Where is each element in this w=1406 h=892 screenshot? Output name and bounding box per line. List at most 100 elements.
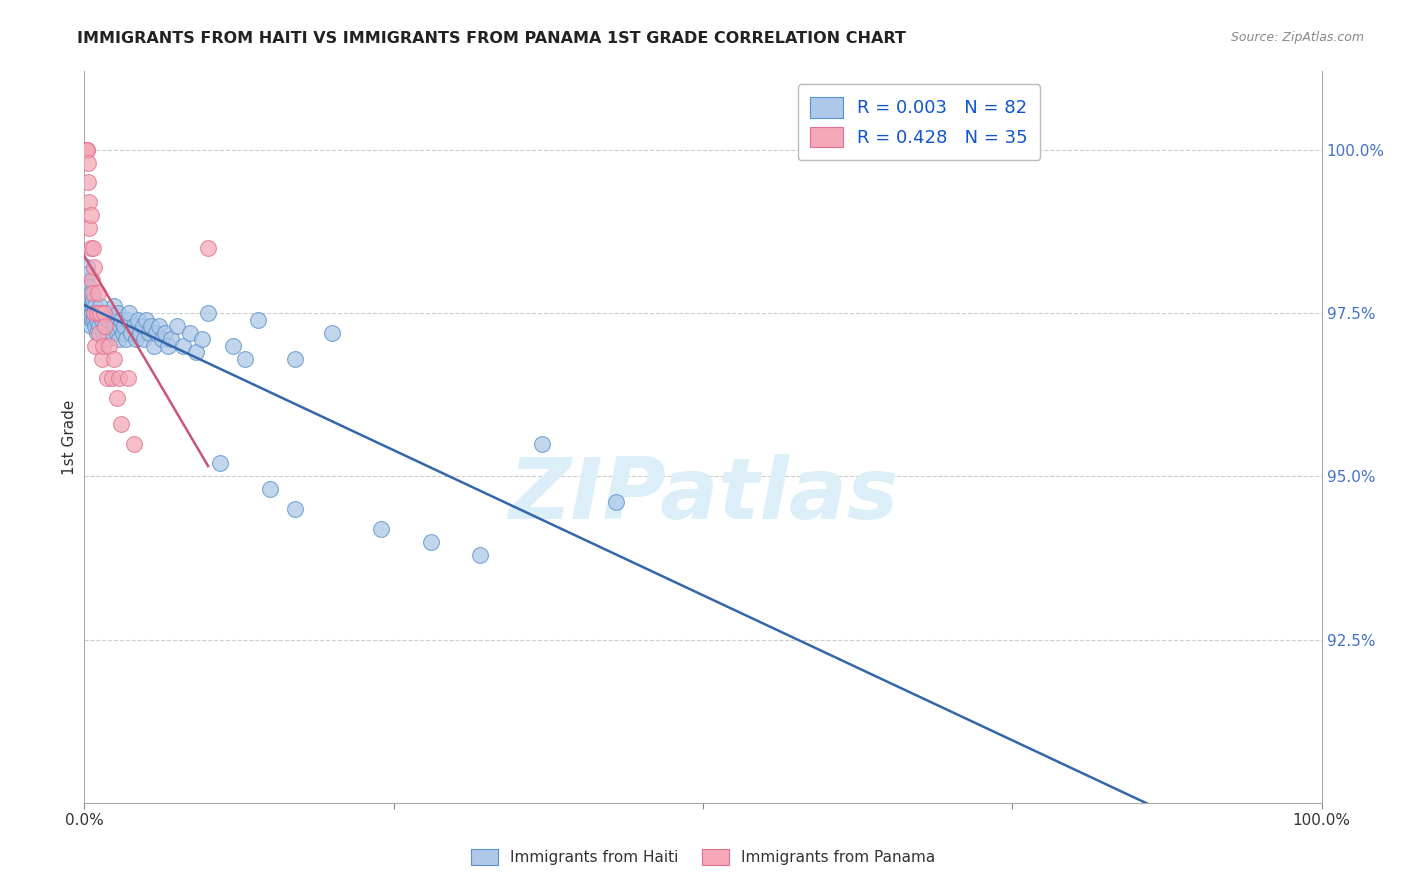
Point — [148, 319, 170, 334]
Point — [79, 286, 101, 301]
Point — [82, 286, 104, 301]
Point — [91, 338, 114, 352]
Point — [76, 143, 98, 157]
Point — [75, 143, 97, 157]
Point — [80, 306, 103, 320]
Point — [77, 267, 100, 281]
Point — [83, 312, 105, 326]
Point — [118, 306, 141, 320]
Point — [135, 312, 157, 326]
Point — [125, 332, 148, 346]
Point — [79, 194, 101, 209]
Point — [321, 326, 343, 340]
Point — [96, 332, 118, 346]
Point — [105, 391, 128, 405]
Point — [122, 436, 145, 450]
Point — [82, 293, 104, 307]
Point — [531, 436, 554, 450]
Point — [97, 312, 120, 326]
Point — [108, 332, 131, 346]
Point — [77, 175, 100, 189]
Point — [222, 338, 245, 352]
Point — [86, 312, 108, 326]
Point — [105, 326, 128, 340]
Point — [79, 300, 101, 314]
Point — [110, 312, 132, 326]
Point — [107, 306, 129, 320]
Point — [370, 521, 392, 535]
Point — [142, 338, 165, 352]
Point — [284, 351, 307, 366]
Point — [79, 241, 101, 255]
Point — [179, 326, 201, 340]
Point — [79, 319, 101, 334]
Point — [86, 306, 108, 320]
Point — [93, 306, 115, 320]
Point — [108, 371, 131, 385]
Point — [84, 319, 107, 334]
Point — [191, 332, 214, 346]
Legend: R = 0.003   N = 82, R = 0.428   N = 35: R = 0.003 N = 82, R = 0.428 N = 35 — [797, 84, 1040, 160]
Point — [77, 155, 100, 169]
Point — [172, 338, 194, 352]
Point — [127, 312, 149, 326]
Point — [79, 280, 101, 294]
Point — [76, 300, 98, 314]
Point — [103, 351, 125, 366]
Point — [117, 312, 139, 326]
Point — [87, 306, 110, 320]
Point — [90, 312, 112, 326]
Point — [132, 332, 155, 346]
Point — [145, 326, 167, 340]
Point — [83, 306, 105, 320]
Point — [89, 300, 111, 314]
Point — [87, 286, 110, 301]
Point — [75, 273, 97, 287]
Legend: Immigrants from Haiti, Immigrants from Panama: Immigrants from Haiti, Immigrants from P… — [464, 843, 942, 871]
Point — [79, 221, 101, 235]
Point — [76, 143, 98, 157]
Point — [89, 319, 111, 334]
Point — [75, 143, 97, 157]
Point — [96, 371, 118, 385]
Point — [84, 300, 107, 314]
Text: ZIPatlas: ZIPatlas — [508, 454, 898, 537]
Point — [605, 495, 627, 509]
Point — [101, 312, 124, 326]
Point — [122, 319, 145, 334]
Point — [89, 326, 111, 340]
Point — [103, 300, 125, 314]
Text: IMMIGRANTS FROM HAITI VS IMMIGRANTS FROM PANAMA 1ST GRADE CORRELATION CHART: IMMIGRANTS FROM HAITI VS IMMIGRANTS FROM… — [77, 31, 907, 46]
Point — [94, 319, 117, 334]
Point — [110, 417, 132, 431]
Point — [470, 548, 492, 562]
Point — [76, 260, 98, 275]
Point — [98, 306, 121, 320]
Point — [209, 456, 232, 470]
Point — [120, 326, 142, 340]
Point — [80, 312, 103, 326]
Point — [75, 286, 97, 301]
Point — [111, 326, 134, 340]
Point — [77, 306, 100, 320]
Point — [157, 338, 180, 352]
Point — [129, 326, 152, 340]
Point — [233, 351, 256, 366]
Point — [117, 371, 139, 385]
Point — [94, 319, 117, 334]
Point — [90, 351, 112, 366]
Point — [259, 483, 281, 497]
Point — [75, 143, 97, 157]
Point — [138, 326, 160, 340]
Point — [153, 326, 176, 340]
Point — [131, 319, 153, 334]
Point — [419, 534, 441, 549]
Point — [98, 338, 121, 352]
Point — [83, 306, 105, 320]
Point — [100, 371, 122, 385]
Point — [150, 332, 173, 346]
Point — [184, 345, 207, 359]
Point — [141, 319, 163, 334]
Point — [166, 319, 188, 334]
Point — [197, 306, 219, 320]
